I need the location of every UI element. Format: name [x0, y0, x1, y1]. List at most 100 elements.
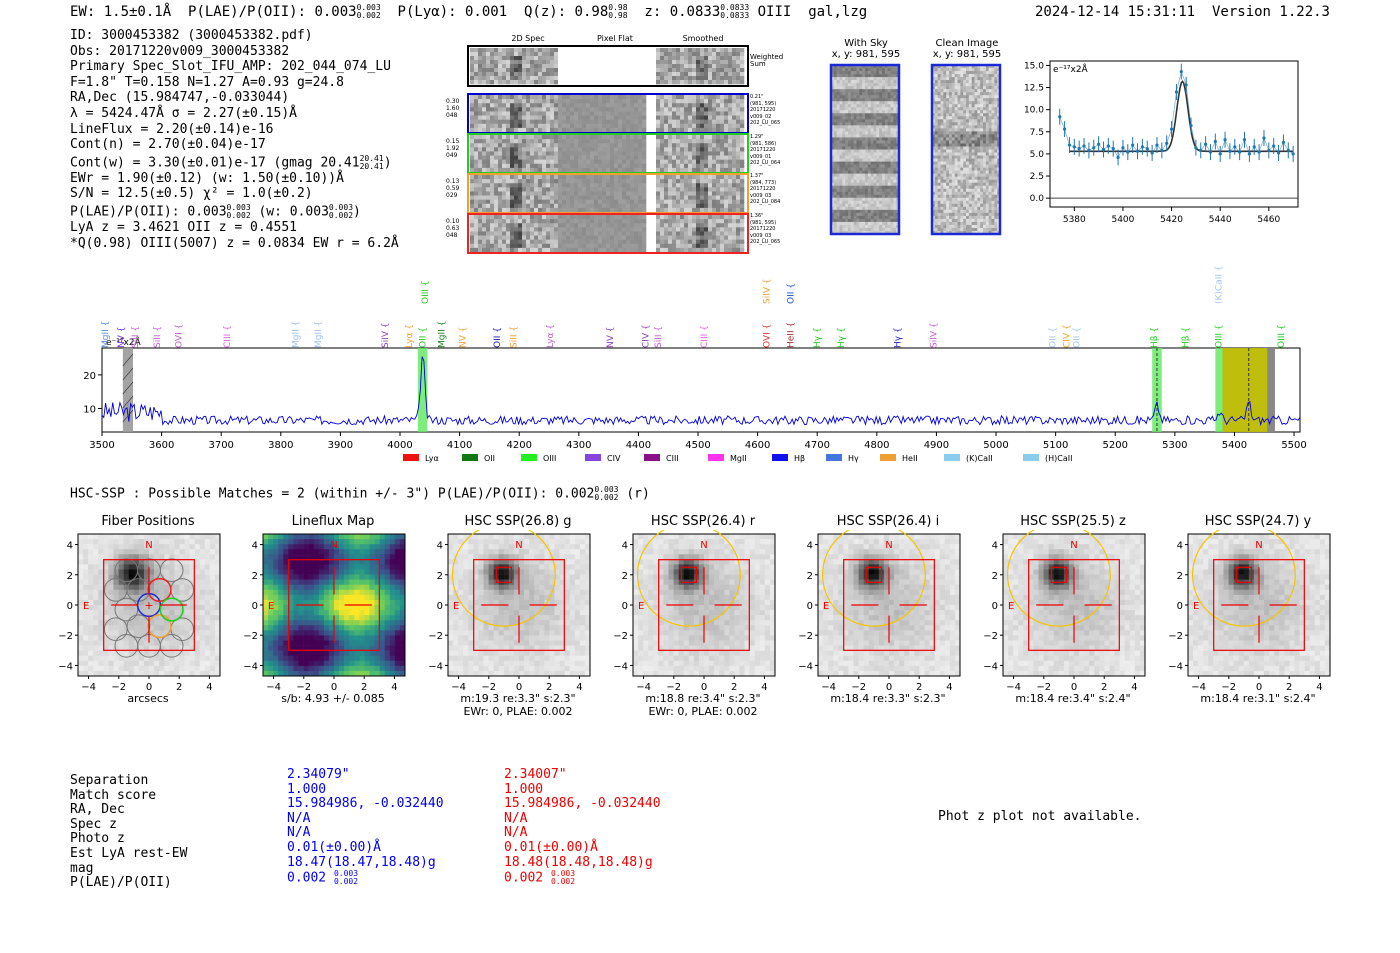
spec2d-row-2d-px: [550, 123, 555, 129]
spec2d-row-smooth-px: [696, 107, 701, 112]
cutout-clean-image-px: [934, 134, 938, 138]
spec2d-row-flat-px: [618, 147, 623, 152]
spec2d-row-2d-px: [522, 207, 527, 213]
spec2d-row-smooth-px: [740, 235, 745, 240]
cutout-clean-image-px: [951, 155, 955, 159]
cutout-sky-image-px: [842, 101, 846, 105]
spec2d-row-2d-px: [530, 135, 535, 140]
spec2d-row-2d-px: [470, 179, 475, 184]
cutout-sky-image-px: [845, 65, 849, 69]
spec2d-weighted-2d-px: [550, 68, 555, 73]
spec2d-weighted-smooth-px: [684, 72, 689, 77]
cutout-clean-image-px: [997, 107, 1001, 111]
spec2d-row-flat-px: [602, 151, 607, 156]
spec2d-row-smooth-px: [704, 167, 709, 173]
cutout-clean-image-px: [971, 92, 975, 96]
spec2d-row-flat-px: [598, 119, 603, 125]
cutout-clean-image-px: [932, 98, 936, 102]
cutout-sky-image-px: [865, 113, 869, 117]
cutout-clean-image-px: [943, 140, 947, 144]
spec2d-row-smooth-px: [656, 99, 661, 104]
cutout-clean-image-px: [966, 134, 970, 138]
spec2d-row-2d-px: [486, 127, 491, 133]
cutout-sky-image-px: [839, 134, 843, 138]
spec2d-row-smooth-px: [736, 111, 741, 116]
cutout-clean-image-px: [954, 149, 958, 153]
spec2d-row-2d: [470, 95, 559, 133]
spec2d-row-flat-px: [570, 147, 575, 152]
spec2d-row-2d-px: [542, 147, 547, 152]
spec2d-row-smooth-px: [676, 143, 681, 148]
cutout-clean-image-px: [940, 128, 944, 132]
cutout-clean-image-px: [966, 92, 970, 96]
cutout-clean-image-px: [940, 107, 944, 111]
spec2d-row-flat-px: [610, 103, 615, 108]
cutout-clean-image-px: [994, 83, 998, 87]
cutout-clean-image-px: [960, 122, 964, 126]
cutout-clean-image-px: [985, 125, 989, 129]
spec2d-row-2d-px: [490, 95, 495, 100]
spec2d-row-2d-px: [506, 95, 511, 100]
cutout-sky-image-px: [896, 161, 900, 165]
spec2d-row-flat-px: [622, 207, 627, 213]
spec2d-weighted-2d-px: [470, 72, 475, 77]
spec2d-row-2d-px: [542, 111, 547, 116]
spec2d-row-flat-px: [630, 215, 635, 220]
spec2d-row-flat-px: [634, 187, 639, 192]
cutout-sky-image-px: [856, 125, 860, 129]
cutout-sky-image-px: [842, 218, 846, 223]
spec2d-row-flat-px: [626, 191, 631, 196]
cutout-sky-image-px: [831, 119, 835, 123]
cutout-clean-image-px: [934, 89, 938, 93]
spec2d-row-2d-px: [526, 167, 531, 173]
spec2d-weighted-smooth-px: [728, 80, 733, 85]
spec2d-row-2d-px: [530, 235, 535, 240]
cutout-sky-image-px: [873, 170, 877, 174]
cutout-sky-image-px: [833, 179, 837, 183]
spec2d-row-2d-px: [482, 95, 487, 100]
cutout-sky-image-px: [873, 224, 877, 229]
spec2d-row-flat-px: [594, 99, 599, 104]
spec2d-row-flat-px: [610, 243, 615, 249]
spec2d-row-flat-px: [602, 223, 607, 228]
cutout-sky-image-px: [865, 188, 869, 193]
cutout-sky-image-px: [884, 137, 888, 141]
spec2d-row-smooth-px: [736, 99, 741, 104]
spec2d-row-flat-px: [618, 227, 623, 232]
cutout-sky-image-px: [856, 68, 860, 72]
spec2d-weighted-smooth-px: [660, 72, 665, 77]
spec2d-row-2d-px: [514, 191, 519, 196]
cutout-sky-image-px: [842, 203, 846, 208]
cutout-sky-image-px: [859, 110, 863, 114]
cutout-sky-image-px: [887, 92, 891, 96]
cutout-clean-image-px: [937, 140, 941, 144]
spec2d-row-smooth-px: [732, 155, 737, 160]
cutout-sky-image-px: [831, 104, 835, 108]
cutout-clean-image-px: [991, 104, 995, 108]
spec2d-row-2d-px: [506, 99, 511, 104]
spec2d-row-flat-px: [614, 143, 619, 148]
spec2d-weighted-2d-px: [506, 64, 511, 69]
spec2d-row-smooth-px: [696, 175, 701, 180]
spec2d-row-flat-px: [558, 111, 563, 116]
spec2d-row-2d-px: [478, 231, 483, 236]
spec2d-row-flat-px: [570, 111, 575, 116]
spec2d-weighted-smooth-px: [724, 80, 729, 85]
spec2d-row-flat-px: [618, 119, 623, 125]
spec2d-weighted-2d-px: [542, 56, 547, 61]
spec2d-row-flat-px: [638, 231, 643, 236]
cutout-clean-image-px: [946, 98, 950, 102]
spec2d-weighted-smooth-px: [736, 56, 741, 61]
spec2d-weighted-2d-px: [534, 68, 539, 73]
spec2d-row-2d-px: [550, 215, 555, 220]
cutout-sky-image-px: [884, 86, 888, 90]
cutout-sky-image-px: [893, 230, 897, 235]
spec2d-row-smooth-px: [656, 151, 661, 156]
cutout-sky-image-px: [867, 212, 871, 217]
header-plae-hi: 0.003: [356, 3, 381, 12]
spec2d-row-2d-px: [514, 163, 519, 169]
cutout-sky-image-px: [853, 122, 857, 126]
spec2d-row-smooth-px: [720, 103, 725, 108]
cutout-clean-image-px: [940, 119, 944, 123]
spec2d-row-flat-px: [594, 215, 599, 220]
